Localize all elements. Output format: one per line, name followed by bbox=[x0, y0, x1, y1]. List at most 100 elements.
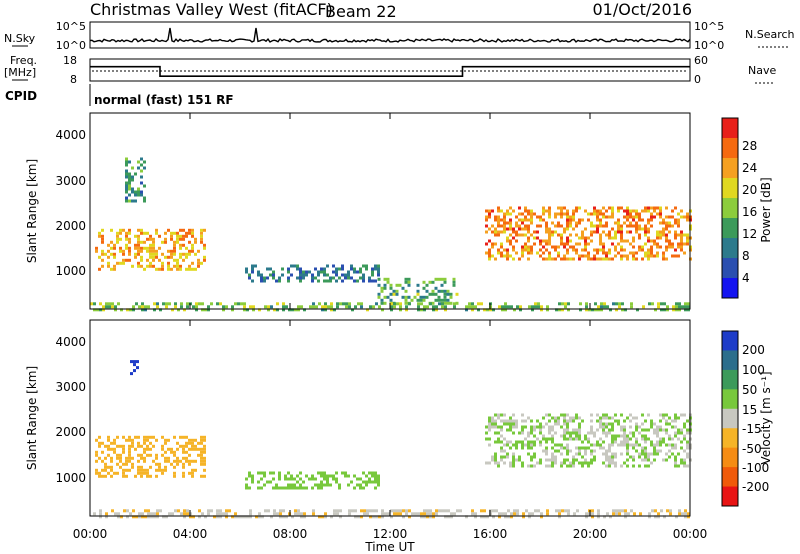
heatmap-cell bbox=[521, 248, 524, 252]
heatmap-cell bbox=[185, 444, 188, 448]
heatmap-cell bbox=[101, 474, 104, 478]
heatmap-cell bbox=[318, 515, 321, 519]
heatmap-cell bbox=[608, 443, 611, 447]
heatmap-cell bbox=[609, 515, 612, 519]
heatmap-cell bbox=[498, 515, 501, 519]
heatmap-cell bbox=[623, 443, 626, 447]
heatmap-cell bbox=[608, 461, 611, 465]
heatmap-cell bbox=[323, 273, 326, 277]
heatmap-cell bbox=[608, 233, 611, 237]
heatmap-cell bbox=[677, 233, 680, 237]
heatmap-cell bbox=[137, 441, 140, 445]
heatmap-cell bbox=[173, 246, 176, 250]
heatmap-cell bbox=[179, 444, 182, 448]
heatmap-cell bbox=[116, 462, 119, 466]
heatmap-cell bbox=[453, 302, 456, 306]
heatmap-cell bbox=[146, 438, 149, 442]
heatmap-cell bbox=[528, 515, 531, 519]
heatmap-cell bbox=[527, 236, 530, 240]
heatmap-cell bbox=[572, 461, 575, 465]
heatmap-cell bbox=[191, 261, 194, 265]
heatmap-cell bbox=[545, 224, 548, 228]
heatmap-cell bbox=[188, 267, 191, 271]
heatmap-cell bbox=[387, 512, 390, 516]
heatmap-cell bbox=[608, 455, 611, 459]
heatmap-cell bbox=[488, 248, 491, 252]
nsky-label: N.Sky bbox=[4, 32, 36, 45]
heatmap-cell bbox=[359, 477, 362, 481]
heatmap-cell bbox=[122, 474, 125, 478]
heatmap-cell bbox=[300, 512, 303, 516]
heatmap-cell bbox=[602, 428, 605, 432]
heatmap-cell bbox=[618, 305, 621, 309]
heatmap-cell bbox=[417, 308, 420, 312]
heatmap-cell bbox=[128, 240, 131, 244]
heatmap-cell bbox=[659, 443, 662, 447]
heatmap-cell bbox=[323, 471, 326, 475]
heatmap-cell bbox=[339, 515, 342, 519]
heatmap-cell bbox=[137, 261, 140, 265]
heatmap-cell bbox=[566, 248, 569, 252]
heatmap-cell bbox=[584, 452, 587, 456]
heatmap-cell bbox=[554, 416, 557, 420]
colorbar-segment bbox=[722, 486, 738, 507]
heatmap-cell bbox=[644, 206, 647, 210]
heatmap-cell bbox=[647, 248, 650, 252]
heatmap-cell bbox=[599, 209, 602, 213]
heatmap-cell bbox=[498, 512, 501, 516]
heatmap-cell bbox=[504, 305, 507, 309]
heatmap-cell bbox=[662, 221, 665, 225]
heatmap-cell bbox=[107, 447, 110, 451]
heatmap-cell bbox=[641, 413, 644, 417]
heatmap-cell bbox=[125, 243, 128, 247]
heatmap-cell bbox=[263, 279, 266, 283]
heatmap-cell bbox=[149, 255, 152, 259]
heatmap-cell bbox=[638, 248, 641, 252]
heatmap-cell bbox=[635, 437, 638, 441]
heatmap-cell bbox=[125, 175, 128, 179]
heatmap-cell bbox=[602, 245, 605, 249]
heatmap-cell bbox=[665, 227, 668, 231]
heatmap-cell bbox=[93, 302, 96, 306]
velocity-cbar-tick: 50 bbox=[742, 383, 757, 397]
heatmap-cell bbox=[173, 264, 176, 268]
heatmap-cell bbox=[596, 230, 599, 234]
heatmap-cell bbox=[630, 302, 633, 306]
heatmap-cell bbox=[392, 292, 396, 296]
heatmap-cell bbox=[423, 509, 426, 513]
heatmap-cell bbox=[563, 431, 566, 435]
heatmap-cell bbox=[654, 308, 657, 312]
heatmap-cell bbox=[173, 249, 176, 253]
heatmap-cell bbox=[642, 305, 645, 309]
heatmap-cell bbox=[503, 215, 506, 219]
heatmap-cell bbox=[122, 471, 125, 475]
heatmap-cell bbox=[146, 435, 149, 439]
heatmap-cell bbox=[602, 422, 605, 426]
heatmap-cell bbox=[428, 280, 432, 284]
heatmap-cell bbox=[128, 228, 131, 232]
heatmap-cell bbox=[341, 279, 344, 283]
heatmap-cell bbox=[620, 227, 623, 231]
heatmap-cell bbox=[527, 464, 530, 468]
heatmap-cell bbox=[119, 261, 122, 265]
heatmap-cell bbox=[377, 477, 380, 481]
heatmap-cell bbox=[158, 246, 161, 250]
heatmap-cell bbox=[416, 289, 420, 293]
heatmap-cell bbox=[258, 515, 261, 519]
heatmap-cell bbox=[590, 224, 593, 228]
heatmap-cell bbox=[627, 512, 630, 516]
velocity-heatmap bbox=[93, 360, 692, 519]
heatmap-cell bbox=[443, 277, 447, 281]
heatmap-cell bbox=[284, 486, 287, 490]
heatmap-cell bbox=[651, 509, 654, 513]
heatmap-cell bbox=[560, 233, 563, 237]
heatmap-cell bbox=[273, 509, 276, 513]
heatmap-cell bbox=[345, 305, 348, 309]
heatmap-cell bbox=[107, 438, 110, 442]
heatmap-cell bbox=[119, 444, 122, 448]
heatmap-cell bbox=[635, 230, 638, 234]
heatmap-cell bbox=[638, 215, 641, 219]
heatmap-cell bbox=[665, 236, 668, 240]
heatmap-cell bbox=[368, 279, 371, 283]
heatmap-cell bbox=[518, 431, 521, 435]
